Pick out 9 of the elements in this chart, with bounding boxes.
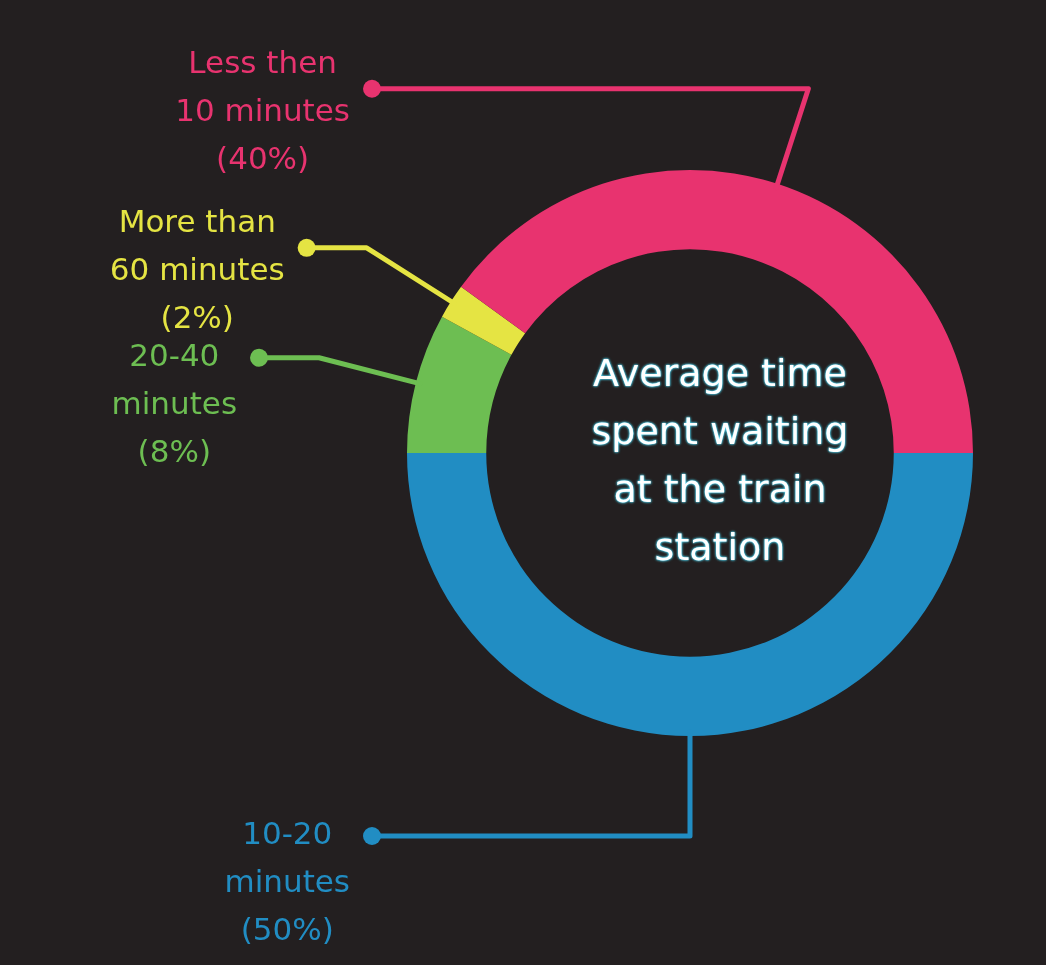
data-label: (40%) xyxy=(216,139,310,176)
data-label: (8%) xyxy=(137,432,211,469)
legend-label: More than 60 minutes xyxy=(109,202,285,287)
legend-label: 10-20 minutes xyxy=(224,815,350,900)
text: Average time spent waiting at the train station xyxy=(590,350,850,571)
data-label: (50%) xyxy=(240,911,334,948)
data-label: (2%) xyxy=(160,298,234,335)
legend-label: Less then 10 minutes xyxy=(175,43,351,128)
legend-label: 20-40 minutes xyxy=(111,336,238,421)
